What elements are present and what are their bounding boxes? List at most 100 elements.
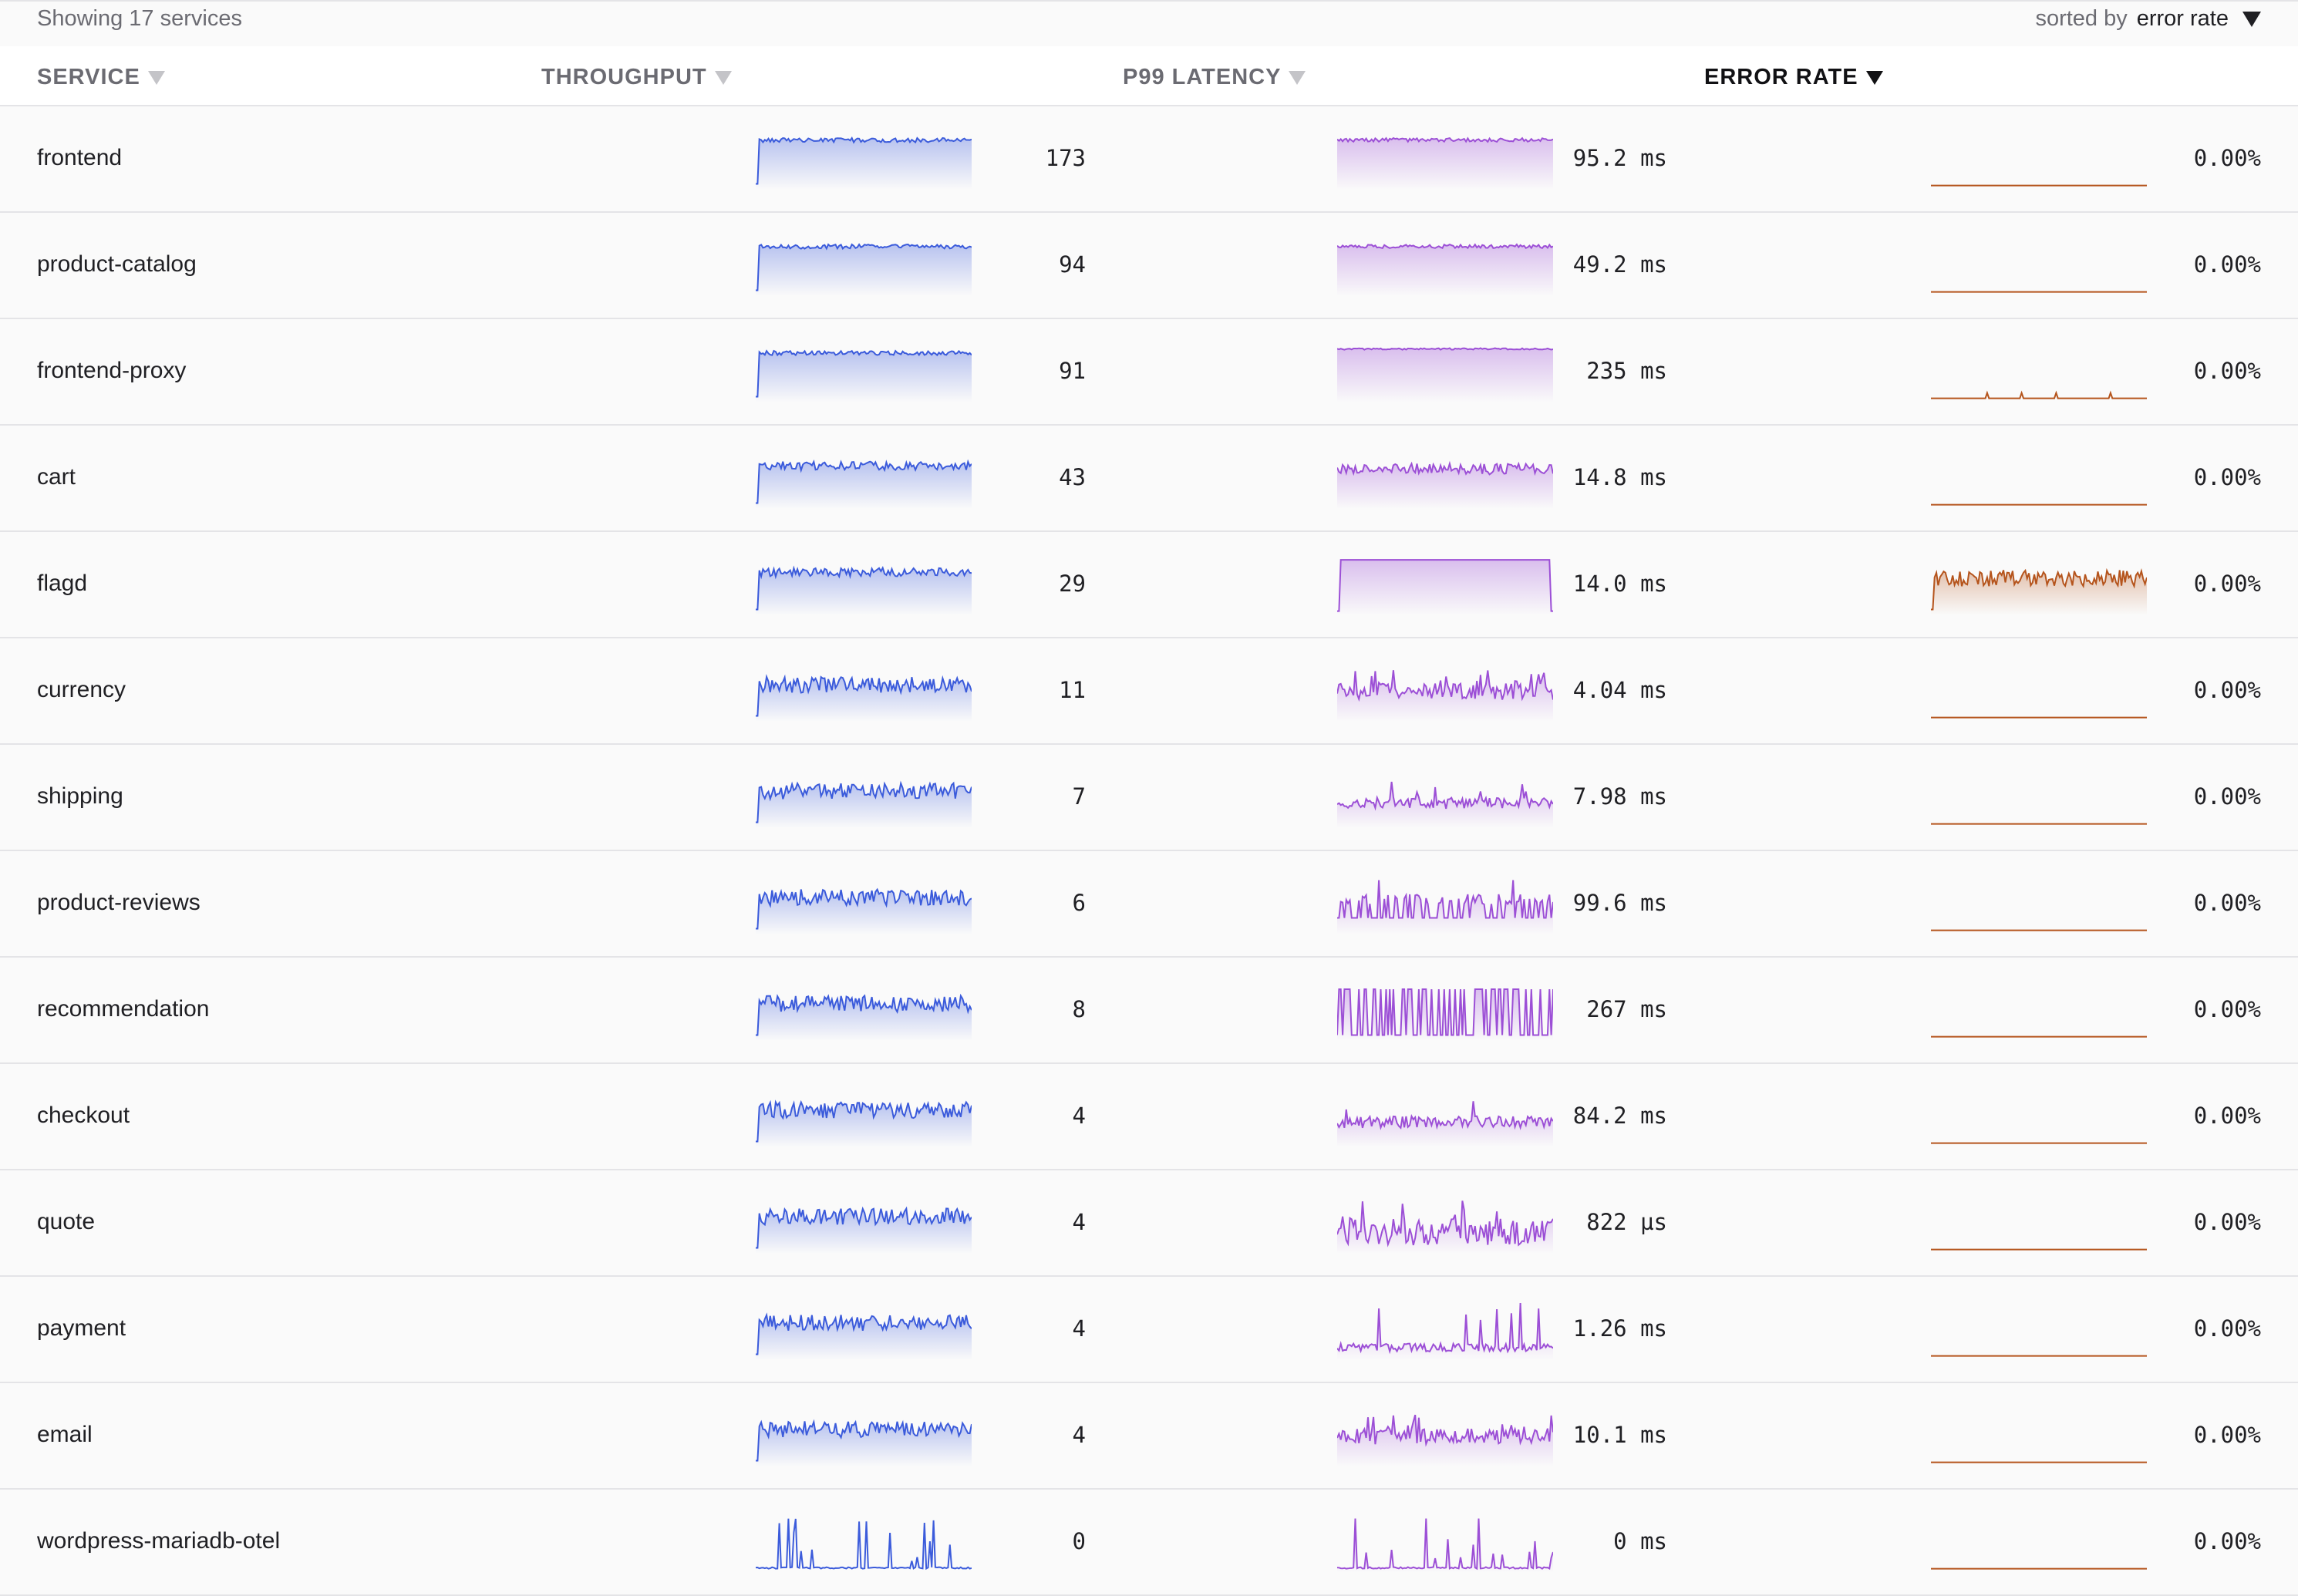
- error-rate-value: 0.00%: [2193, 1315, 2261, 1342]
- table-row[interactable]: product-reviews 6 99.6 ms 0.00%: [0, 851, 2298, 958]
- latency-sparkline: [1337, 243, 1553, 296]
- throughput-sparkline: [756, 1099, 972, 1147]
- latency-value: 10.1 ms: [1572, 1422, 1667, 1448]
- latency-sparkline: [1337, 1200, 1553, 1254]
- table-row[interactable]: checkout 4 84.2 ms 0.00%: [0, 1064, 2298, 1170]
- table-row[interactable]: product-catalog 94 49.2 ms 0.00%: [0, 213, 2298, 319]
- throughput-sparkline: [756, 243, 972, 296]
- throughput-value: 8: [1072, 996, 1086, 1022]
- sparkline-area: [756, 889, 972, 934]
- throughput-sparkline: [756, 1419, 972, 1466]
- throughput-sparkline: [756, 780, 972, 828]
- table-row[interactable]: wordpress-mariadb-otel 0 0 ms 0.00%: [0, 1490, 2298, 1596]
- latency-sparkline: [1337, 880, 1553, 934]
- column-header-service[interactable]: SERVICE: [37, 65, 165, 90]
- table-row[interactable]: flagd 29 14.0 ms 0.00%: [0, 532, 2298, 638]
- table-row[interactable]: payment 4 1.26 ms 0.00%: [0, 1277, 2298, 1383]
- list-summary-bar: Showing 17 services sorted by error rate: [0, 0, 2298, 46]
- sparkline-line: [756, 349, 972, 398]
- sparkline-area: [1931, 570, 2147, 615]
- throughput-value: 4: [1072, 1315, 1086, 1342]
- error-rate-sparkline: [1931, 184, 2147, 187]
- sort-indicator[interactable]: sorted by error rate: [2035, 6, 2261, 32]
- service-name[interactable]: payment: [37, 1315, 126, 1341]
- sparkline-area: [756, 1421, 972, 1466]
- error-rate-value: 0.00%: [2193, 571, 2261, 597]
- sparkline-line: [1337, 1414, 1553, 1447]
- sparkline-line: [1931, 567, 2147, 611]
- error-rate-value: 0.00%: [2193, 1422, 2261, 1448]
- sparkline-line: [756, 1312, 972, 1355]
- throughput-value: 4: [1072, 1422, 1086, 1448]
- table-header: SERVICE THROUGHPUT P99 LATENCY ERROR RAT…: [0, 46, 2298, 106]
- table-row[interactable]: frontend 173 95.2 ms 0.00%: [0, 106, 2298, 213]
- error-rate-value: 0.00%: [2193, 1528, 2261, 1554]
- sparkline-line: [756, 565, 972, 611]
- service-name[interactable]: product-catalog: [37, 251, 197, 277]
- table-row[interactable]: quote 4 822 µs 0.00%: [0, 1170, 2298, 1277]
- sparkline-line: [1337, 781, 1553, 811]
- error-rate-value: 0.00%: [2193, 251, 2261, 278]
- service-name[interactable]: frontend-proxy: [37, 358, 187, 383]
- throughput-sparkline: [756, 349, 972, 402]
- service-name[interactable]: wordpress-mariadb-otel: [37, 1528, 281, 1554]
- sparkline-area: [1337, 1303, 1553, 1360]
- service-name[interactable]: frontend: [37, 145, 123, 170]
- sparkline-area: [756, 995, 972, 1041]
- sort-caret-icon[interactable]: [1289, 70, 1306, 85]
- sparkline-line: [1337, 880, 1553, 919]
- latency-sparkline: [1337, 670, 1553, 722]
- table-row[interactable]: currency 11 4.04 ms 0.00%: [0, 638, 2298, 745]
- sort-direction-icon[interactable]: [2242, 11, 2261, 27]
- service-name[interactable]: cart: [37, 464, 76, 490]
- latency-value: 95.2 ms: [1572, 145, 1667, 171]
- error-rate-sparkline: [1931, 1461, 2147, 1463]
- latency-sparkline: [1337, 1101, 1553, 1147]
- latency-value: 49.2 ms: [1572, 251, 1667, 278]
- throughput-sparkline: [756, 1312, 972, 1360]
- latency-sparkline: [1337, 1518, 1553, 1573]
- error-rate-value: 0.00%: [2193, 677, 2261, 703]
- column-header-latency[interactable]: P99 LATENCY: [1123, 65, 1306, 90]
- table-row[interactable]: cart 43 14.8 ms 0.00%: [0, 426, 2298, 532]
- service-name[interactable]: shipping: [37, 783, 123, 809]
- sparkline-line: [1337, 136, 1553, 143]
- error-rate-value: 0.00%: [2193, 996, 2261, 1022]
- service-name[interactable]: checkout: [37, 1103, 130, 1128]
- sorted-by-value[interactable]: error rate: [2136, 6, 2229, 31]
- latency-value: 235 ms: [1586, 358, 1667, 384]
- service-name[interactable]: flagd: [37, 571, 88, 596]
- service-name[interactable]: email: [37, 1422, 93, 1447]
- sparkline-area: [756, 1208, 972, 1254]
- sort-caret-icon[interactable]: [1865, 70, 1883, 85]
- column-header-throughput[interactable]: THROUGHPUT: [541, 65, 732, 90]
- throughput-value: 4: [1072, 1103, 1086, 1129]
- service-name[interactable]: product-reviews: [37, 890, 200, 915]
- service-count-label: Showing 17 services: [37, 6, 242, 31]
- sort-caret-icon[interactable]: [147, 70, 165, 85]
- sort-caret-icon[interactable]: [714, 70, 732, 85]
- latency-sparkline: [1337, 460, 1553, 509]
- service-name[interactable]: quote: [37, 1209, 96, 1234]
- sparkline-area: [756, 351, 972, 402]
- column-header-error-rate[interactable]: ERROR RATE: [1704, 65, 1883, 90]
- service-name[interactable]: currency: [37, 677, 126, 702]
- error-rate-sparkline: [1931, 291, 2147, 293]
- sparkline-line: [756, 1099, 972, 1143]
- sparkline-area: [756, 138, 972, 190]
- sparkline-line: [1337, 670, 1553, 702]
- latency-value: 267 ms: [1586, 996, 1667, 1022]
- table-row[interactable]: recommendation 8 267 ms 0.00%: [0, 958, 2298, 1064]
- sparkline-line: [756, 1419, 972, 1462]
- sparkline-area: [756, 783, 972, 828]
- table-row[interactable]: frontend-proxy 91 235 ms 0.00%: [0, 319, 2298, 426]
- error-rate-value: 0.00%: [2193, 1209, 2261, 1235]
- table-row[interactable]: email 4 10.1 ms 0.00%: [0, 1383, 2298, 1490]
- service-name[interactable]: recommendation: [37, 996, 210, 1022]
- column-header-latency-label: P99 LATENCY: [1123, 65, 1282, 89]
- sparkline-line: [756, 243, 972, 291]
- sparkline-area: [1337, 1200, 1553, 1254]
- sparkline-line: [756, 459, 972, 504]
- table-row[interactable]: shipping 7 7.98 ms 0.00%: [0, 745, 2298, 851]
- latency-value: 14.0 ms: [1572, 571, 1667, 597]
